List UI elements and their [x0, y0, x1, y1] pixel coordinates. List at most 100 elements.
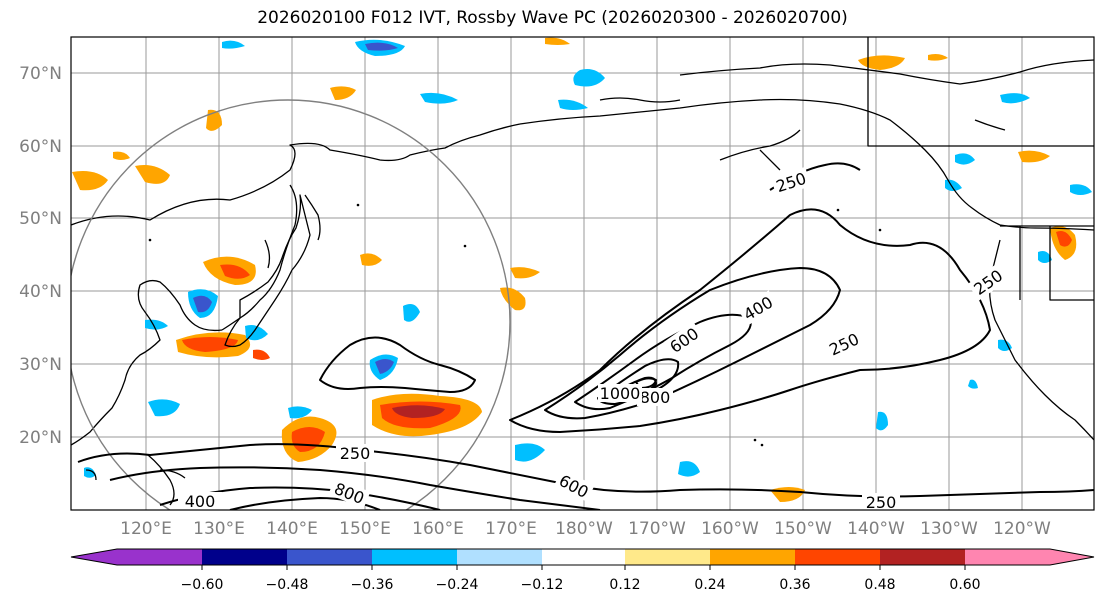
ivt-contour-400-south — [109, 466, 601, 510]
lon-label: 170°E — [485, 519, 537, 539]
lat-label: 60°N — [19, 137, 62, 157]
contour-label: 400 — [185, 492, 216, 511]
anomaly-fill — [288, 406, 312, 419]
colorbar-tick-label: 0.12 — [609, 577, 640, 593]
colorbar-tick-label: −0.48 — [266, 577, 309, 593]
anomaly-fill — [515, 443, 545, 462]
ivt-contour-250-west — [319, 336, 476, 393]
colorbar-segment — [542, 549, 625, 565]
lon-label: 130°W — [920, 519, 978, 539]
lon-label: 120°W — [993, 519, 1051, 539]
anomaly-fill — [222, 40, 245, 49]
colorbar-tick-label: 0.36 — [779, 577, 810, 593]
lon-label: 180°W — [555, 519, 613, 539]
colorbar-tick-label: −0.36 — [351, 577, 394, 593]
ivt-contour-1000-inner — [635, 377, 657, 389]
colorbar-tick-label: 0.24 — [694, 577, 725, 593]
anomaly-fill — [955, 153, 975, 165]
ivt-contour-400 — [544, 267, 841, 420]
colorbar-extend-low — [71, 549, 117, 565]
lon-label: 130°E — [193, 519, 245, 539]
anomaly-fill — [365, 42, 398, 51]
colorbar-tick-label: 0.48 — [864, 577, 895, 593]
colorbar-tick-label: −0.12 — [521, 577, 564, 593]
anomaly-fill — [182, 337, 238, 352]
anomaly-fill — [148, 399, 180, 417]
anomaly-fill — [253, 349, 270, 360]
lat-label: 20°N — [19, 428, 62, 448]
anomaly-fill — [876, 411, 888, 431]
colorbar-segment — [795, 549, 880, 565]
anomaly-fill — [928, 54, 948, 61]
anomaly-fill — [145, 319, 168, 330]
anomaly-fill — [558, 99, 588, 110]
colorbar-tick-label: 0.60 — [949, 577, 980, 593]
colorbar-tick-label: −0.24 — [436, 577, 479, 593]
anomaly-fill — [392, 405, 445, 418]
lon-label: 140°E — [266, 519, 318, 539]
anomaly-fill — [72, 171, 108, 191]
anomaly-fill — [330, 86, 356, 100]
anomaly-fill — [968, 379, 978, 389]
lon-label: 150°E — [339, 519, 391, 539]
anomaly-fill — [206, 109, 222, 131]
lat-label: 30°N — [19, 355, 62, 375]
lat-label: 70°N — [19, 64, 62, 84]
anomaly-fill — [375, 359, 394, 374]
anomaly-fill — [135, 165, 170, 184]
colorbar-segment — [965, 549, 1050, 565]
lat-label: 50°N — [19, 209, 62, 229]
map-border — [70, 36, 1095, 511]
contour-label: 1000 — [600, 384, 641, 403]
anomaly-fill — [858, 55, 905, 70]
island-markers — [148, 203, 882, 447]
latitude-labels: 70°N 60°N 50°N 40°N 30°N 20°N — [19, 64, 62, 448]
colorbar-outline — [70, 548, 1095, 566]
anomaly-fill — [113, 151, 130, 160]
anomaly-fill — [1018, 150, 1050, 163]
anomaly-fill — [1000, 93, 1030, 104]
lon-label: 120°E — [120, 519, 172, 539]
anomaly-fill — [510, 267, 540, 279]
contour-label: 250 — [866, 493, 897, 512]
anomaly-fill — [573, 69, 605, 87]
lon-label: 160°W — [701, 519, 759, 539]
rossby-wave-region-circle — [71, 99, 511, 510]
lon-label: 160°E — [412, 519, 464, 539]
colorbar-segment — [880, 549, 965, 565]
anomaly-fill — [420, 92, 458, 104]
colorbar-segment — [202, 549, 287, 565]
contour-label: 250 — [340, 444, 371, 463]
colorbar-segment — [625, 549, 710, 565]
ivt-anomaly-fills — [72, 37, 1092, 502]
ivt-contour-800 — [597, 358, 680, 405]
colorbar-segment — [287, 549, 372, 565]
anomaly-fill — [500, 287, 526, 311]
anomaly-fill — [1038, 251, 1052, 263]
colorbar-segment — [457, 549, 542, 565]
ivt-contour-600 — [574, 313, 752, 411]
anomaly-fill — [193, 295, 212, 313]
longitude-labels: 120°E 130°E 140°E 150°E 160°E 170°E 180°… — [120, 519, 1051, 539]
map-title: 2026020100 F012 IVT, Rossby Wave PC (202… — [257, 8, 848, 28]
contour-label: 800 — [640, 388, 671, 407]
colorbar: −0.60 −0.48 −0.36 −0.24 −0.12 0.12 0.24 … — [70, 548, 1095, 593]
lat-label: 40°N — [19, 282, 62, 302]
anomaly-fill — [678, 461, 700, 477]
anomaly-fill — [545, 37, 570, 45]
anomaly-fill — [360, 253, 382, 266]
colorbar-segment — [710, 549, 795, 565]
colorbar-segment — [117, 549, 202, 565]
anomaly-fill — [1056, 231, 1072, 247]
colorbar-extend-high — [1050, 549, 1094, 565]
ivt-contour-250 — [509, 208, 991, 433]
lon-label: 150°W — [774, 519, 832, 539]
anomaly-fill — [1070, 184, 1092, 195]
colorbar-tick-label: −0.60 — [181, 577, 224, 593]
lon-label: 170°W — [628, 519, 686, 539]
anomaly-fill — [220, 264, 250, 279]
lon-label: 140°W — [847, 519, 905, 539]
colorbar-segment — [372, 549, 457, 565]
anomaly-fill — [403, 304, 420, 322]
